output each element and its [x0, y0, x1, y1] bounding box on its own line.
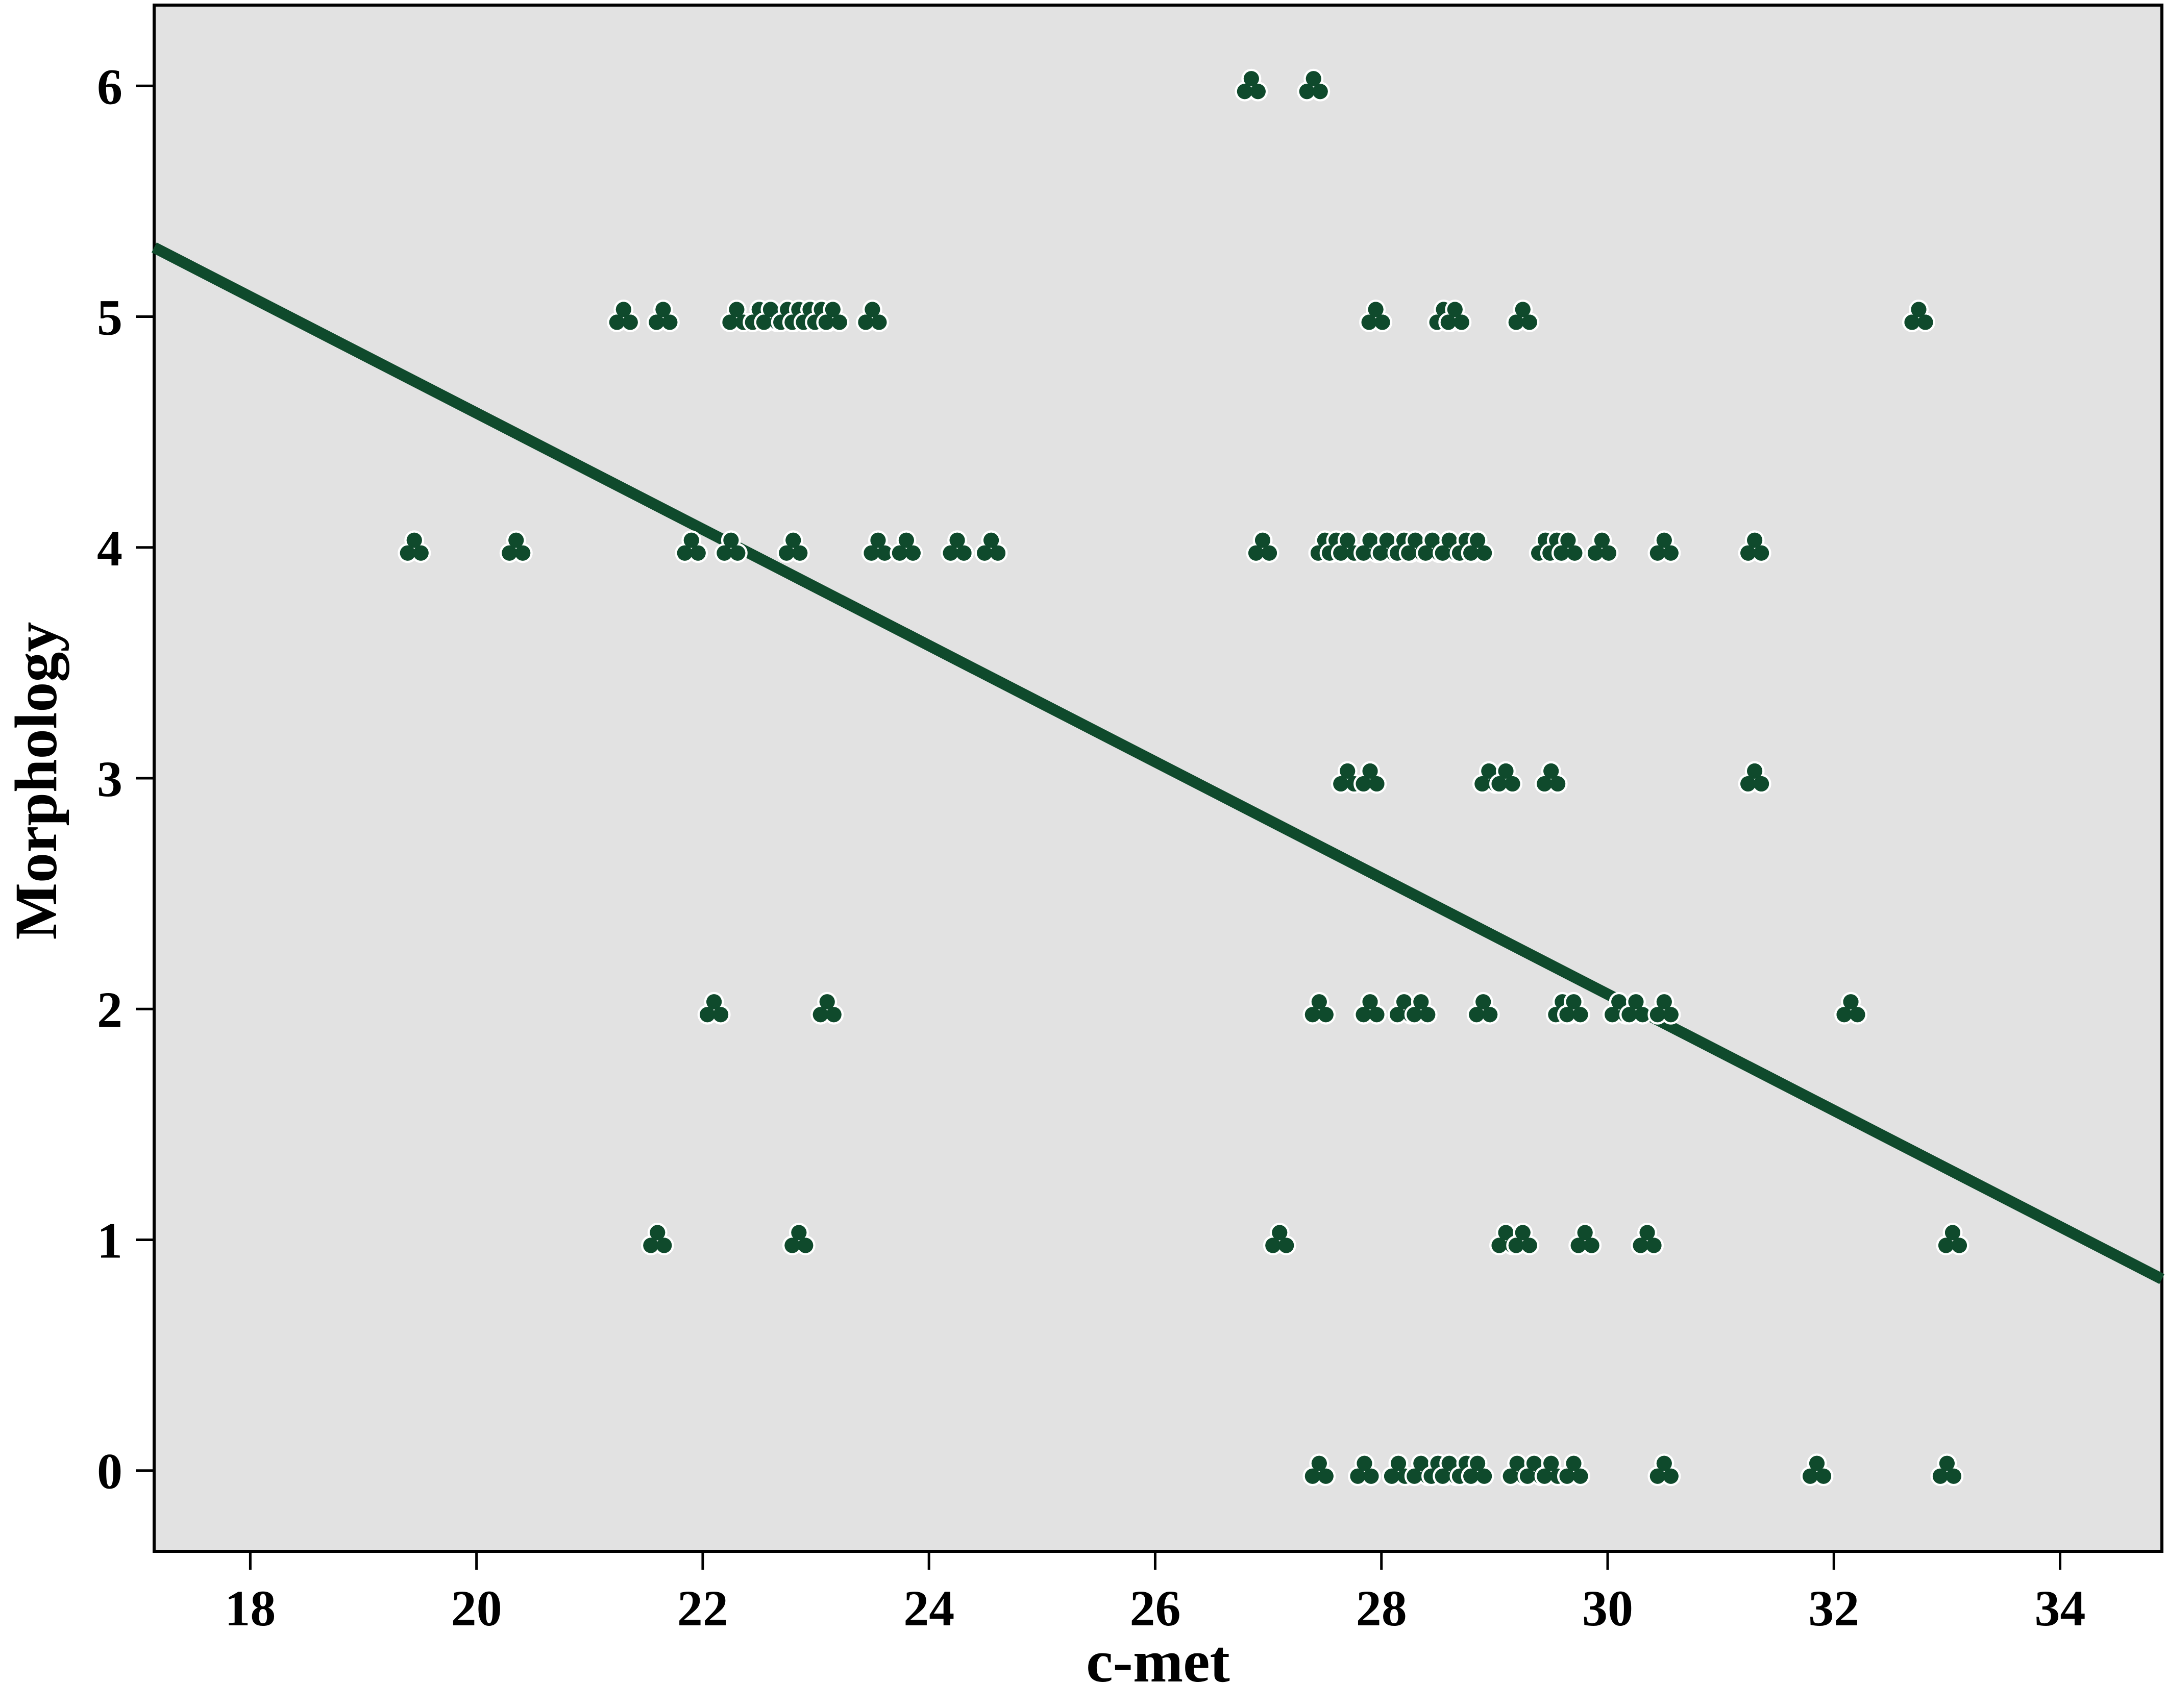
data-point: [816, 300, 850, 333]
data-point: [861, 530, 895, 563]
data-point: [1800, 1453, 1834, 1487]
y-tick-label: 5: [97, 289, 122, 346]
data-point: [1647, 992, 1681, 1025]
data-point: [1235, 68, 1268, 102]
data-point: [1936, 1222, 1969, 1255]
data-point: [398, 530, 431, 563]
data-points: [398, 68, 1969, 1487]
data-point: [1353, 761, 1387, 794]
data-point: [1438, 300, 1472, 333]
data-point: [1461, 1453, 1494, 1487]
data-point: [646, 300, 680, 333]
y-tick-label: 4: [97, 520, 122, 577]
data-point: [1246, 530, 1279, 563]
data-point: [1506, 300, 1540, 333]
plot-area: [153, 4, 2163, 1553]
data-point: [1302, 1453, 1336, 1487]
data-point: [1461, 530, 1494, 563]
x-tick-label: 34: [2035, 1580, 2086, 1637]
data-point: [1506, 1222, 1540, 1255]
data-point: [675, 530, 708, 563]
data-point: [1738, 530, 1771, 563]
data-point: [714, 530, 748, 563]
data-point: [1302, 992, 1336, 1025]
data-point: [890, 530, 923, 563]
x-tick-label: 28: [1356, 1580, 1407, 1637]
data-point: [1619, 992, 1653, 1025]
data-point: [941, 530, 974, 563]
x-tick-label: 26: [1129, 1580, 1180, 1637]
data-point: [1568, 1222, 1602, 1255]
data-point: [1297, 68, 1331, 102]
x-tick-label: 30: [1582, 1580, 1633, 1637]
regression-line: [151, 242, 2165, 1284]
data-point: [1631, 1222, 1664, 1255]
data-point: [1557, 992, 1591, 1025]
data-point: [1647, 530, 1681, 563]
data-point: [974, 530, 1008, 563]
data-point: [1466, 992, 1500, 1025]
y-tick-label: 2: [97, 981, 122, 1038]
x-tick-label: 32: [1808, 1580, 1859, 1637]
y-tick-label: 1: [97, 1212, 122, 1269]
data-point: [697, 992, 731, 1025]
data-point: [1489, 761, 1523, 794]
data-point: [855, 300, 889, 333]
x-axis-title: c-met: [1086, 1628, 1230, 1695]
data-point: [1834, 992, 1868, 1025]
data-point: [1359, 300, 1393, 333]
data-point: [607, 300, 641, 333]
data-point: [1353, 992, 1387, 1025]
data-point: [1647, 1453, 1681, 1487]
data-point: [1263, 1222, 1296, 1255]
y-tick-label: 3: [97, 751, 122, 807]
y-tick-label: 0: [97, 1443, 122, 1500]
x-tick-label: 24: [903, 1580, 954, 1637]
data-point: [1551, 530, 1585, 563]
data-point: [499, 530, 533, 563]
data-point: [1347, 1453, 1381, 1487]
y-tick-label: 6: [97, 58, 122, 115]
data-point: [641, 1222, 674, 1255]
data-point: [1585, 530, 1619, 563]
data-point: [1738, 761, 1771, 794]
y-axis-title: Morphology: [3, 622, 69, 940]
data-point: [810, 992, 844, 1025]
data-point: [776, 530, 810, 563]
data-point: [1404, 992, 1438, 1025]
data-point: [1902, 300, 1935, 333]
y-axis-ticks: 0 1 2 3 4 5 6: [97, 58, 154, 1500]
data-point: [1557, 1453, 1591, 1487]
x-tick-label: 22: [677, 1580, 728, 1637]
x-tick-label: 18: [225, 1580, 276, 1637]
data-point: [1534, 761, 1568, 794]
data-point: [1930, 1453, 1964, 1487]
data-point: [782, 1222, 816, 1255]
x-tick-label: 20: [451, 1580, 502, 1637]
x-axis-ticks: 18 20 22 24 26 28 30 32 34: [225, 1551, 2086, 1637]
